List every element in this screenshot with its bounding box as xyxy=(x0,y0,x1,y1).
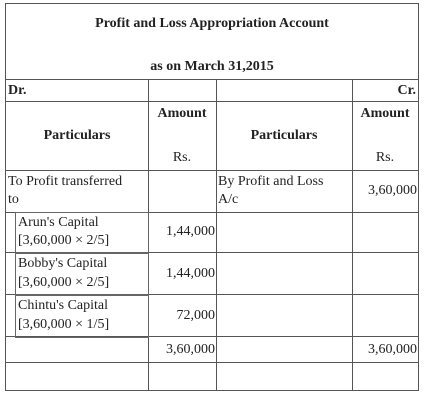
left-total: 3,60,000 xyxy=(166,342,215,357)
left-row1-line2: to xyxy=(8,192,19,207)
arun-capital-calc: [3,60,000 × 2/5] xyxy=(18,233,110,248)
chintu-capital-box xyxy=(15,294,149,338)
rule-drcr-bottom xyxy=(6,101,418,102)
rule-total-bottom xyxy=(6,362,418,363)
rs-header-left: Rs. xyxy=(172,150,192,165)
amount-header-left: Amount xyxy=(157,106,207,121)
dr-label: Dr. xyxy=(8,83,27,98)
right-total: 3,60,000 xyxy=(368,342,417,357)
particulars-header-right: Particulars xyxy=(250,128,318,143)
rule-col2 xyxy=(216,79,217,390)
page-title: Profit and Loss Appropriation Account xyxy=(95,16,329,31)
left-row1-line1: To Profit transferred xyxy=(8,174,123,189)
arun-capital-amount: 1,44,000 xyxy=(166,224,215,239)
arun-capital-box xyxy=(15,212,149,254)
bobby-capital-amount: 1,44,000 xyxy=(166,266,215,281)
bobby-capital-name: Bobby's Capital xyxy=(18,256,108,271)
rule-header-bottom xyxy=(6,170,418,171)
account-table: Profit and Loss Appropriation Account as… xyxy=(5,3,419,391)
right-row1-line2: A/c xyxy=(218,192,239,207)
rule-title-bottom xyxy=(6,79,418,80)
amount-header-right: Amount xyxy=(360,106,410,121)
chintu-capital-name: Chintu's Capital xyxy=(18,298,109,313)
rule-row1-bottom xyxy=(6,212,418,213)
right-row1-amount: 3,60,000 xyxy=(368,183,417,198)
bobby-capital-box xyxy=(15,252,149,296)
rs-header-right: Rs. xyxy=(375,150,395,165)
rule-row2-bottom xyxy=(6,252,418,253)
bobby-capital-calc: [3,60,000 × 2/5] xyxy=(18,275,110,290)
particulars-header-left: Particulars xyxy=(43,128,111,143)
right-row1-line1: By Profit and Loss xyxy=(218,174,324,189)
page-subtitle: as on March 31,2015 xyxy=(150,59,274,74)
rule-row3-bottom xyxy=(6,294,418,295)
cr-label: Cr. xyxy=(397,83,416,98)
rule-row4-bottom xyxy=(6,336,418,337)
chintu-capital-calc: [3,60,000 × 1/5] xyxy=(18,317,110,332)
arun-capital-name: Arun's Capital xyxy=(18,215,99,230)
rule-col3 xyxy=(352,79,353,390)
chintu-capital-amount: 72,000 xyxy=(176,308,216,323)
